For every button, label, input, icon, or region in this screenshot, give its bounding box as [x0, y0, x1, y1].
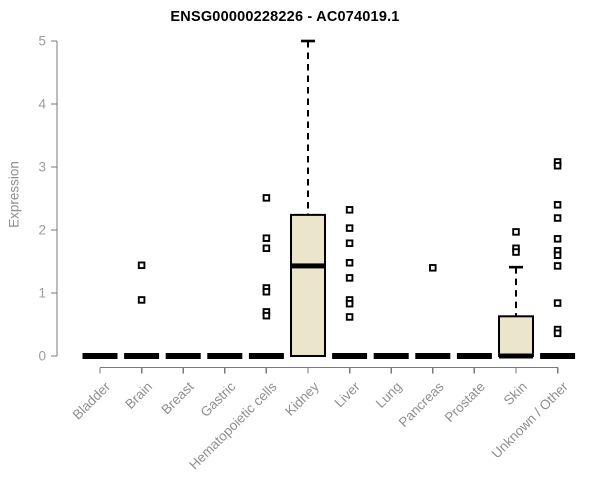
outlier-liver: [345, 299, 354, 308]
outlier-pancreas: [429, 264, 437, 272]
flat-box-prostate: [456, 353, 492, 359]
outlier-unknown-other: [553, 161, 562, 170]
median-kidney: [291, 263, 325, 269]
y-tick-label-0: 0: [38, 349, 46, 364]
outlier-unknown-other: [553, 214, 562, 222]
box-kidney: [290, 213, 326, 357]
outlier-brain: [137, 261, 146, 270]
outlier-unknown-other: [553, 251, 562, 259]
y-tick-label-5: 5: [38, 34, 46, 49]
outlier-unknown-other: [553, 299, 562, 307]
y-tick-label-4: 4: [38, 97, 46, 112]
flat-box-brain: [124, 353, 160, 359]
outlier-skin: [512, 248, 520, 256]
outlier-liver: [345, 313, 354, 321]
chart-title: ENSG00000228226 - AC074019.1: [170, 9, 400, 25]
median-skin: [499, 353, 533, 359]
flat-box-breast: [165, 353, 201, 359]
outlier-skin: [512, 228, 520, 236]
flat-box-hematopoietic-cells: [248, 353, 284, 359]
y-tick-label-3: 3: [38, 160, 46, 175]
outlier-unknown-other: [553, 262, 562, 270]
outlier-unknown-other: [553, 235, 562, 243]
flat-box-unknown-other: [540, 353, 576, 359]
outlier-liver: [345, 259, 354, 267]
outlier-hematopoietic-cells: [262, 244, 271, 253]
flat-box-bladder: [82, 353, 118, 359]
outlier-hematopoietic-cells: [262, 194, 271, 202]
outlier-hematopoietic-cells: [262, 287, 271, 296]
flat-box-pancreas: [415, 353, 451, 359]
flat-box-liver: [332, 353, 368, 359]
flat-box-lung: [373, 353, 409, 359]
outlier-unknown-other: [553, 201, 562, 209]
y-tick-label-2: 2: [38, 223, 46, 238]
outlier-liver: [345, 224, 354, 232]
y-tick-label-1: 1: [38, 286, 46, 301]
outlier-liver: [345, 206, 354, 214]
outlier-brain: [137, 296, 146, 304]
flat-box-gastric: [207, 353, 243, 359]
outlier-hematopoietic-cells: [262, 234, 271, 242]
outlier-hematopoietic-cells: [262, 311, 271, 320]
outlier-liver: [345, 274, 354, 282]
box-skin: [498, 315, 534, 357]
outlier-unknown-other: [553, 329, 562, 338]
outlier-liver: [345, 239, 354, 247]
